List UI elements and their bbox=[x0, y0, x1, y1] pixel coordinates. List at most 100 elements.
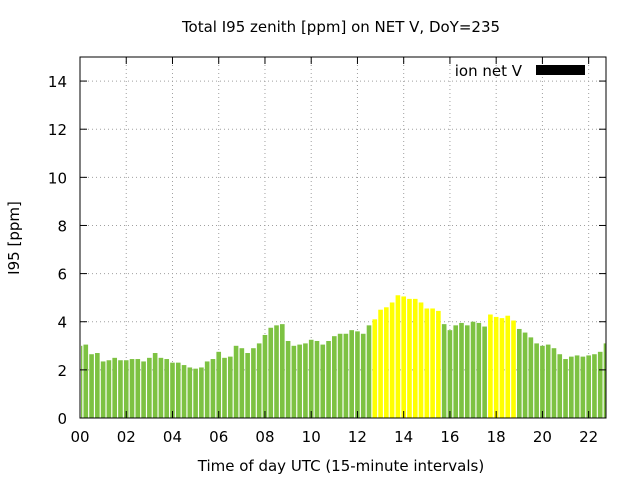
bar bbox=[563, 359, 568, 418]
bar bbox=[349, 330, 354, 418]
chart-title: Total I95 zenith [ppm] on NET V, DoY=235 bbox=[181, 18, 500, 36]
bar bbox=[245, 353, 250, 418]
bar bbox=[366, 325, 372, 418]
bar bbox=[551, 348, 557, 418]
bar bbox=[227, 356, 233, 418]
bar bbox=[100, 361, 106, 418]
bar bbox=[170, 362, 175, 418]
bar bbox=[603, 343, 606, 418]
plot-frame bbox=[79, 56, 607, 419]
bar bbox=[407, 298, 412, 418]
bar bbox=[95, 353, 100, 418]
x-tick-label: 04 bbox=[163, 428, 182, 446]
bar bbox=[511, 320, 516, 418]
bar bbox=[297, 344, 302, 418]
y-tick-label: 0 bbox=[57, 410, 67, 428]
y-tick-label: 6 bbox=[57, 266, 67, 284]
bar bbox=[123, 360, 129, 418]
bar bbox=[274, 325, 279, 418]
bar bbox=[528, 337, 534, 418]
bar bbox=[337, 333, 343, 418]
bar bbox=[534, 343, 539, 418]
bar bbox=[233, 345, 239, 418]
bar bbox=[164, 359, 170, 418]
bar bbox=[332, 336, 337, 418]
bar bbox=[499, 318, 505, 418]
bar bbox=[199, 367, 204, 418]
bar bbox=[147, 357, 152, 418]
x-tick-label: 02 bbox=[117, 428, 136, 446]
bar bbox=[418, 302, 424, 418]
bar bbox=[493, 316, 499, 418]
bar bbox=[193, 368, 198, 418]
bar bbox=[464, 325, 470, 418]
bar bbox=[545, 344, 551, 418]
bar bbox=[291, 345, 297, 418]
bar bbox=[181, 365, 187, 418]
bar bbox=[447, 330, 453, 418]
legend-label: ion net V bbox=[455, 62, 523, 80]
bar bbox=[389, 302, 395, 418]
bar bbox=[187, 367, 193, 418]
bar bbox=[239, 348, 245, 418]
bar bbox=[308, 339, 314, 418]
bar bbox=[152, 353, 158, 418]
bar bbox=[516, 328, 522, 418]
bar bbox=[81, 345, 83, 418]
bar bbox=[488, 314, 493, 418]
bar bbox=[505, 315, 511, 418]
bar bbox=[482, 326, 487, 418]
bar bbox=[580, 356, 586, 418]
bar bbox=[262, 334, 268, 418]
x-tick-label: 16 bbox=[440, 428, 459, 446]
x-tick-label: 06 bbox=[209, 428, 228, 446]
bar bbox=[314, 340, 320, 418]
bar bbox=[129, 359, 135, 418]
bar bbox=[175, 362, 181, 418]
x-tick-label: 22 bbox=[579, 428, 598, 446]
bar bbox=[557, 354, 563, 418]
bar bbox=[378, 309, 383, 418]
bar bbox=[430, 308, 435, 418]
legend: ion net V bbox=[455, 62, 585, 80]
x-axis-label: Time of day UTC (15-minute intervals) bbox=[197, 457, 484, 475]
bar bbox=[436, 310, 441, 418]
bar bbox=[372, 319, 378, 418]
bar bbox=[279, 324, 285, 418]
bar bbox=[326, 340, 331, 418]
bar bbox=[204, 361, 210, 418]
x-tick-label: 12 bbox=[348, 428, 367, 446]
bar bbox=[574, 355, 580, 418]
bar bbox=[540, 345, 545, 418]
y-tick-label: 8 bbox=[57, 217, 67, 235]
y-tick-label: 12 bbox=[48, 121, 67, 139]
y-tick-label: 14 bbox=[48, 73, 67, 91]
bar bbox=[597, 351, 603, 418]
bar bbox=[401, 296, 407, 418]
y-tick-label: 10 bbox=[48, 169, 67, 187]
x-tick-label: 10 bbox=[302, 428, 321, 446]
bar bbox=[285, 340, 291, 418]
bar bbox=[586, 355, 591, 418]
bar bbox=[112, 357, 117, 418]
bar bbox=[384, 307, 389, 418]
bar bbox=[141, 361, 146, 418]
bar bbox=[343, 333, 349, 418]
bar bbox=[89, 354, 94, 418]
bar bbox=[459, 322, 464, 418]
bar bbox=[360, 333, 366, 418]
bar bbox=[222, 357, 227, 418]
bar bbox=[106, 360, 112, 418]
bar bbox=[216, 351, 222, 418]
bar bbox=[268, 327, 274, 418]
bar bbox=[592, 354, 597, 418]
y-tick-label: 4 bbox=[57, 314, 67, 332]
bar bbox=[118, 360, 123, 418]
bar bbox=[453, 325, 459, 418]
x-tick-label: 18 bbox=[487, 428, 506, 446]
bar bbox=[395, 295, 401, 418]
bar bbox=[424, 308, 430, 418]
bar bbox=[522, 332, 528, 418]
